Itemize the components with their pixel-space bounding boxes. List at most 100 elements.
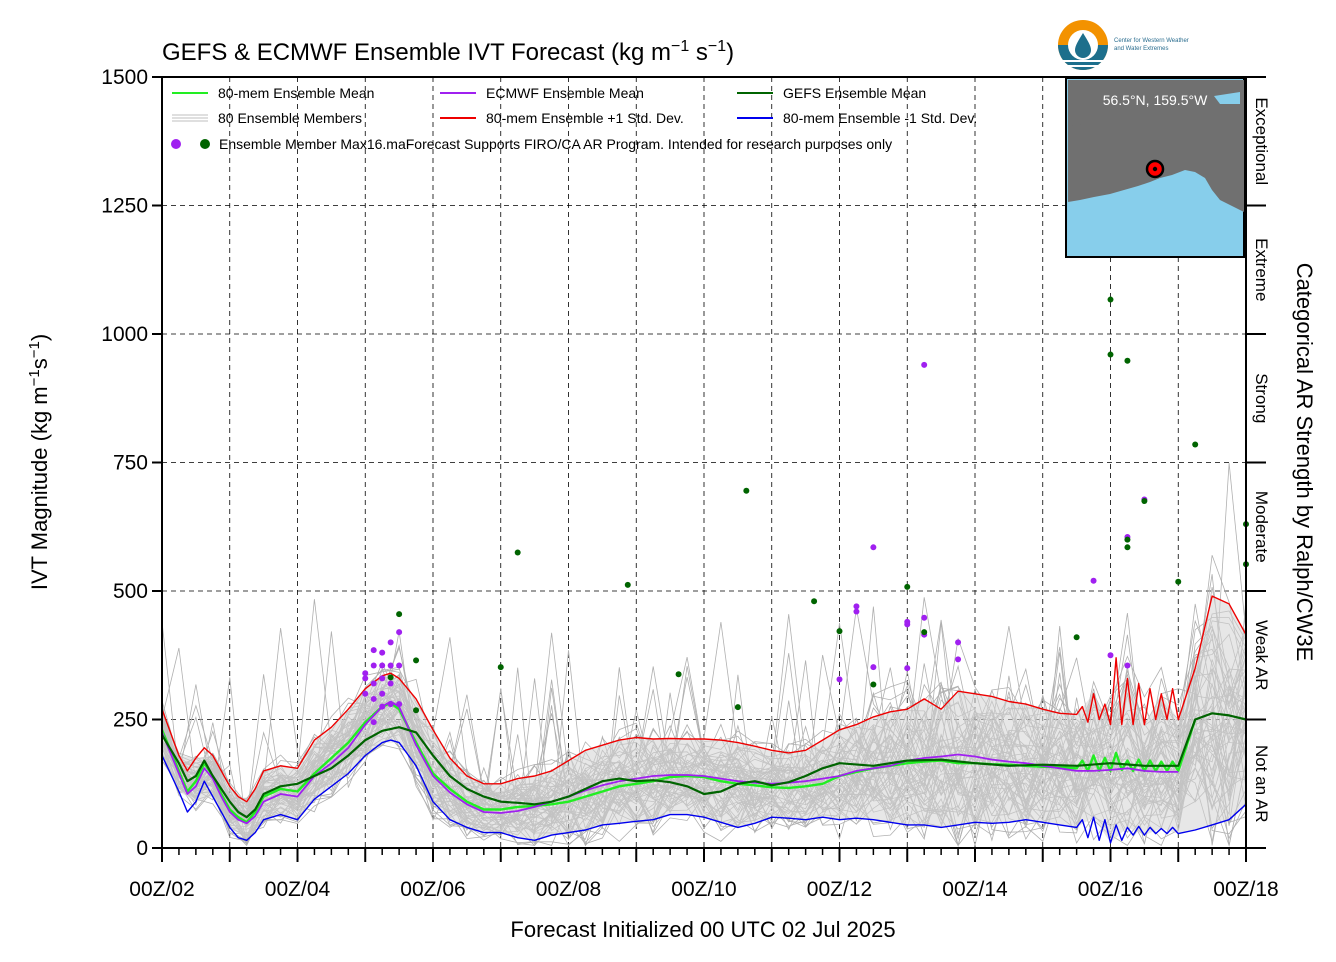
chart-title: GEFS & ECMWF Ensemble IVT Forecast (kg m…: [162, 38, 734, 66]
x-tick-label: 00Z/12: [807, 878, 872, 901]
gefs-max-point: [413, 707, 420, 714]
gefs-max-point: [811, 598, 818, 605]
gefs-max-point: [514, 549, 521, 556]
x-tick-label: 00Z/10: [671, 878, 736, 901]
ecmwf-max-point: [955, 656, 962, 663]
legend-gefs-max-marker: [200, 139, 210, 149]
ecmwf-max-point: [921, 361, 928, 368]
x-tick-label: 00Z/18: [1213, 878, 1278, 901]
x-tick-label: 00Z/16: [1078, 878, 1143, 901]
y-tick-label: 500: [113, 580, 148, 603]
x-tick-label: 00Z/08: [536, 878, 601, 901]
ecmwf-max-point: [870, 664, 877, 671]
legend-label: 80-mem Ensemble Mean: [218, 85, 374, 101]
ecmwf-max-point: [1124, 662, 1131, 669]
category-label: Moderate: [1252, 491, 1271, 563]
cw3e-logo: Center for Western Weather and Water Ext…: [1058, 20, 1189, 70]
gefs-max-point: [734, 704, 741, 711]
gefs-max-point: [921, 629, 928, 636]
gefs-max-point: [1124, 357, 1131, 364]
std-dev-shading: [162, 596, 1246, 843]
gefs-max-point: [1175, 578, 1182, 585]
water-drop-icon: [1075, 33, 1091, 58]
logo-text-2: and Water Extremes: [1114, 46, 1168, 52]
right-axis-label: Categorical AR Strength by Ralph/CW3E: [1292, 263, 1317, 662]
y-tick-label: 250: [113, 709, 148, 732]
ecmwf-max-point: [387, 662, 394, 669]
legend-label: 80 Ensemble Members: [218, 110, 362, 126]
80-mem-ensemble-1-std-dev-line: [161, 739, 1247, 844]
ecmwf-max-point: [370, 695, 377, 702]
category-label: Exceptional: [1252, 97, 1271, 185]
gefs-max-point: [1124, 536, 1131, 543]
gefs-max-point: [675, 671, 682, 678]
ecmwf-max-point: [370, 680, 377, 687]
std-dev-band: [162, 596, 1246, 843]
gefs-max-point: [1073, 634, 1080, 641]
y-axis-label: IVT Magnitude (kg m−1s−1): [26, 334, 52, 590]
ecmwf-max-point: [904, 618, 911, 625]
inset-map: 56.5°N, 159.5°W: [1065, 77, 1245, 258]
ecmwf-max-point: [853, 608, 860, 615]
ensemble-max-points: [362, 296, 1249, 726]
ecmwf-max-point: [370, 647, 377, 654]
gefs-max-point: [396, 611, 403, 618]
gefs-max-point: [836, 628, 843, 635]
series-lines: [160, 595, 1247, 844]
ecmwf-max-point: [1090, 577, 1097, 584]
x-axis-label: Forecast Initialized 00 UTC 02 Jul 2025: [510, 917, 895, 942]
ecmwf-max-point: [955, 639, 962, 646]
legend-label: 80-mem Ensemble +1 Std. Dev.: [486, 110, 684, 126]
ecmwf-max-point: [870, 544, 877, 551]
axes: 0 250 500 750 1000 1250 1500 00Z/02 00Z/04 00Z/06…: [101, 66, 1278, 901]
ecmwf-max-point: [396, 701, 403, 708]
gefs-max-point: [904, 583, 911, 590]
ecmwf-max-point: [379, 662, 386, 669]
x-tick-label: 00Z/02: [129, 878, 194, 901]
ecmwf-max-point: [396, 629, 403, 636]
ecmwf-max-point: [836, 676, 843, 683]
ecmwf-max-point: [362, 670, 369, 677]
category-label: Not an AR: [1252, 745, 1271, 823]
ecmwf-max-point: [904, 665, 911, 672]
category-label: Strong: [1252, 373, 1271, 423]
y-tick-label: 1000: [101, 323, 148, 346]
inset-location-label: 56.5°N, 159.5°W: [1103, 92, 1208, 108]
ecmwf-max-point: [387, 639, 394, 646]
logo-text-1: Center for Western Weather: [1114, 38, 1189, 44]
y-tick-label: 1500: [101, 66, 148, 89]
gefs-max-point: [387, 674, 394, 681]
ecmwf-max-point: [379, 649, 386, 656]
x-tick-label: 00Z/04: [265, 878, 331, 901]
legend-max-label: Ensemble Member Max16.maForecast Support…: [219, 136, 892, 152]
80-mem-ensemble-mean-line: [160, 701, 1197, 824]
ecmwf-max-point: [362, 690, 369, 697]
legend-label: GEFS Ensemble Mean: [783, 85, 926, 101]
80-mem-ensemble-1-std-dev-line: [161, 595, 1247, 803]
ecmwf-max-point: [370, 719, 377, 726]
ecmwf-max-point: [362, 675, 369, 682]
ecmwf-max-point: [379, 675, 386, 682]
legend: 80-mem Ensemble Mean ECMWF Ensemble Mean G…: [171, 85, 977, 152]
y-tick-label: 1250: [101, 195, 148, 218]
gefs-max-point: [1124, 544, 1131, 551]
ecmwf-max-point: [379, 703, 386, 710]
y-tick-label: 750: [113, 452, 148, 475]
legend-label: 80-mem Ensemble -1 Std. Dev.: [783, 110, 977, 126]
legend-label: ECMWF Ensemble Mean: [486, 85, 644, 101]
legend-ecmwf-max-marker: [171, 139, 181, 149]
gefs-max-point: [870, 681, 877, 688]
y-tick-label: 0: [136, 837, 148, 860]
gefs-max-point: [624, 581, 631, 588]
ecmwf-max-point: [387, 701, 394, 708]
gefs-max-point: [413, 657, 420, 664]
ecmwf-max-point: [1107, 652, 1114, 659]
ecmwf-max-point: [853, 603, 860, 610]
x-tick-label: 00Z/14: [942, 878, 1008, 901]
ecmwf-max-point: [396, 662, 403, 669]
gefs-ensemble-mean-line: [161, 712, 1247, 819]
ecmwf-ensemble-mean-line: [161, 700, 1179, 825]
ecmwf-max-point: [921, 614, 928, 621]
gefs-max-point: [1107, 351, 1114, 358]
